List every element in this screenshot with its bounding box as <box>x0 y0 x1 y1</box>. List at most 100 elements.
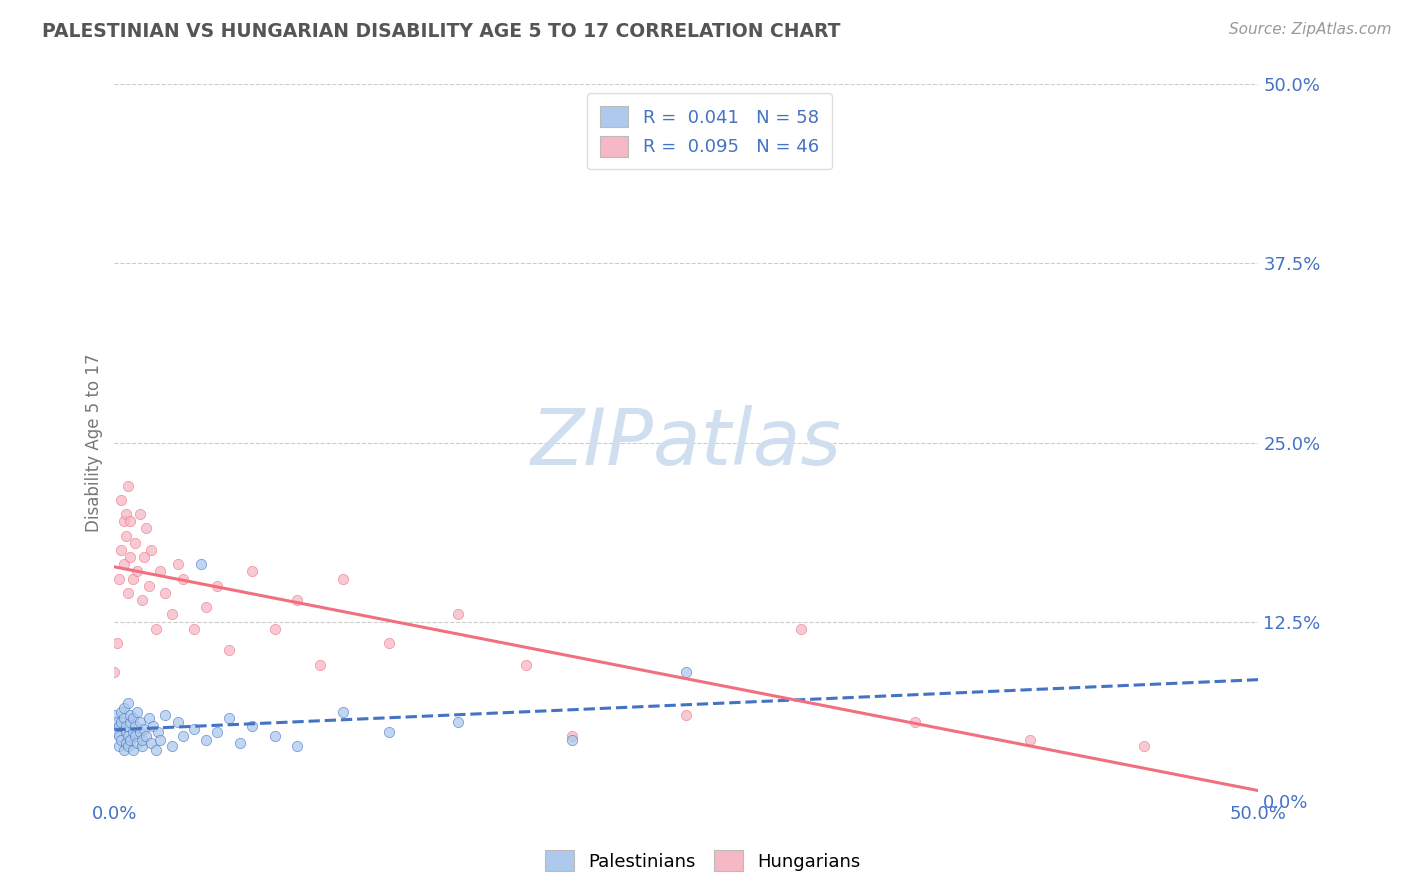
Point <box>332 572 354 586</box>
Point <box>112 710 135 724</box>
Point <box>117 696 139 710</box>
Point <box>108 572 131 586</box>
Point <box>332 705 354 719</box>
Point <box>110 492 132 507</box>
Point <box>240 719 263 733</box>
Point <box>183 622 205 636</box>
Point <box>207 724 229 739</box>
Point <box>108 729 131 743</box>
Point <box>105 714 128 729</box>
Point <box>229 736 252 750</box>
Point <box>145 622 167 636</box>
Point <box>128 714 150 729</box>
Point <box>167 714 190 729</box>
Point <box>138 710 160 724</box>
Point <box>172 572 194 586</box>
Point <box>127 565 149 579</box>
Point <box>287 739 309 754</box>
Point <box>131 593 153 607</box>
Point <box>446 714 468 729</box>
Point <box>378 724 401 739</box>
Text: Source: ZipAtlas.com: Source: ZipAtlas.com <box>1229 22 1392 37</box>
Point <box>124 719 146 733</box>
Point <box>108 739 131 754</box>
Point <box>287 593 309 607</box>
Point <box>1018 733 1040 747</box>
Point <box>790 622 813 636</box>
Point <box>124 536 146 550</box>
Point <box>139 736 162 750</box>
Point <box>142 719 165 733</box>
Point <box>167 558 190 572</box>
Point <box>120 550 142 565</box>
Point <box>127 736 149 750</box>
Point <box>120 707 142 722</box>
Point <box>117 478 139 492</box>
Point <box>675 665 697 679</box>
Point <box>120 733 142 747</box>
Point <box>112 558 135 572</box>
Point <box>146 724 169 739</box>
Point <box>115 724 138 739</box>
Point <box>160 739 183 754</box>
Point <box>561 729 583 743</box>
Point <box>153 586 176 600</box>
Point <box>105 636 128 650</box>
Point <box>103 707 125 722</box>
Point <box>134 550 156 565</box>
Point <box>904 714 927 729</box>
Point <box>194 600 217 615</box>
Point <box>117 739 139 754</box>
Point <box>115 528 138 542</box>
Point <box>121 724 143 739</box>
Point <box>110 543 132 558</box>
Point <box>124 729 146 743</box>
Point <box>117 586 139 600</box>
Point <box>263 622 285 636</box>
Point <box>190 558 212 572</box>
Point <box>128 507 150 521</box>
Point <box>149 733 172 747</box>
Point <box>110 705 132 719</box>
Point <box>149 565 172 579</box>
Point <box>128 724 150 739</box>
Point <box>131 733 153 747</box>
Point <box>103 665 125 679</box>
Point <box>120 714 142 729</box>
Point <box>121 710 143 724</box>
Point <box>121 743 143 757</box>
Point <box>108 719 131 733</box>
Point <box>153 707 176 722</box>
Point <box>263 729 285 743</box>
Point <box>139 543 162 558</box>
Text: ZIPatlas: ZIPatlas <box>531 405 842 481</box>
Point <box>127 705 149 719</box>
Point <box>115 507 138 521</box>
Point <box>135 729 157 743</box>
Point <box>378 636 401 650</box>
Point <box>1133 739 1156 754</box>
Point <box>138 579 160 593</box>
Point <box>115 736 138 750</box>
Point <box>110 714 132 729</box>
Point <box>218 710 240 724</box>
Legend: Palestinians, Hungarians: Palestinians, Hungarians <box>538 843 868 879</box>
Point <box>121 572 143 586</box>
Point <box>218 643 240 657</box>
Point <box>115 719 138 733</box>
Y-axis label: Disability Age 5 to 17: Disability Age 5 to 17 <box>86 353 103 532</box>
Point <box>183 722 205 736</box>
Point <box>160 607 183 622</box>
Point <box>240 565 263 579</box>
Point <box>675 707 697 722</box>
Point <box>105 724 128 739</box>
Point <box>515 657 537 672</box>
Point <box>134 722 156 736</box>
Point <box>561 733 583 747</box>
Text: PALESTINIAN VS HUNGARIAN DISABILITY AGE 5 TO 17 CORRELATION CHART: PALESTINIAN VS HUNGARIAN DISABILITY AGE … <box>42 22 841 41</box>
Legend: R =  0.041   N = 58, R =  0.095   N = 46: R = 0.041 N = 58, R = 0.095 N = 46 <box>586 94 832 169</box>
Point <box>112 700 135 714</box>
Point <box>135 521 157 535</box>
Point <box>117 729 139 743</box>
Point <box>309 657 332 672</box>
